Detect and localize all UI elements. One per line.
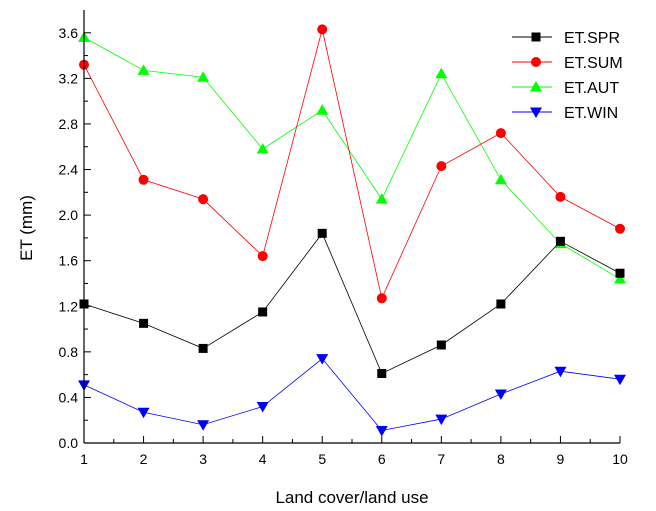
legend-marker xyxy=(531,57,541,67)
x-tick-label: 5 xyxy=(318,451,326,467)
y-tick-label: 0.8 xyxy=(59,344,79,360)
y-tick-label: 2.8 xyxy=(59,116,79,132)
data-point xyxy=(555,236,565,246)
data-point xyxy=(494,173,507,185)
axis-layer: 1 2 3 4 5 6 7 8 9 10 0.0 0.4 0.8 1.2 1.6 2.0 2.4 2.8 3.2 3.… xyxy=(59,10,628,467)
data-point xyxy=(614,272,626,284)
data-point xyxy=(375,193,388,204)
legend-label: ET.SUM xyxy=(564,55,623,72)
series-et-aut xyxy=(78,31,626,284)
x-tick-label: 7 xyxy=(437,451,445,467)
data-point xyxy=(436,340,446,350)
data-point xyxy=(496,299,506,309)
y-tick-label: 1.6 xyxy=(59,253,79,269)
y-tick-label: 3.2 xyxy=(59,70,79,86)
data-point xyxy=(256,402,269,413)
legend-item: ET.SPR xyxy=(512,30,620,47)
data-point xyxy=(257,251,268,262)
data-point xyxy=(139,318,149,328)
series-line xyxy=(83,29,621,300)
data-point xyxy=(615,268,625,278)
legend-label: ET.AUT xyxy=(564,80,619,97)
data-point xyxy=(554,366,567,378)
data-point xyxy=(137,407,150,419)
data-point xyxy=(138,174,149,185)
series-line xyxy=(83,36,621,280)
x-tick-label: 10 xyxy=(612,451,628,467)
data-point xyxy=(137,64,150,75)
series-line xyxy=(83,232,621,375)
data-point xyxy=(435,67,448,79)
data-point xyxy=(494,389,507,401)
data-point xyxy=(555,191,566,202)
y-tick-label: 2.4 xyxy=(59,162,79,178)
y-tick-label: 3.6 xyxy=(59,25,79,41)
legend-item: ET.WIN xyxy=(512,105,618,122)
legend-marker xyxy=(530,107,542,118)
legend-label: ET.WIN xyxy=(564,105,618,122)
x-tick-label: 8 xyxy=(497,451,505,467)
data-point xyxy=(376,293,387,304)
data-point xyxy=(615,223,625,234)
x-tick-label: 2 xyxy=(140,451,148,467)
data-point xyxy=(198,194,209,205)
data-point xyxy=(375,425,388,437)
y-tick-label: 0.4 xyxy=(59,389,79,405)
x-axis-title: Land cover/land use xyxy=(275,488,428,507)
series-layer xyxy=(78,24,626,437)
series-et-spr xyxy=(79,228,625,378)
data-point xyxy=(316,104,329,115)
data-point xyxy=(495,128,506,139)
legend-item: ET.SUM xyxy=(512,55,623,72)
data-point xyxy=(256,143,269,154)
series-et-win xyxy=(78,354,626,437)
legend-item: ET.AUT xyxy=(512,80,619,97)
data-point xyxy=(197,71,210,82)
data-point xyxy=(198,343,208,353)
legend-marker xyxy=(531,32,541,42)
legend: ET.SPR ET.SUM ET.AUT ET.WIN xyxy=(512,30,623,122)
legend-marker xyxy=(530,81,542,92)
data-point xyxy=(258,307,268,317)
legend-label: ET.SPR xyxy=(564,30,620,47)
x-tick-label: 6 xyxy=(378,451,386,467)
x-tick-label: 1 xyxy=(80,451,88,467)
y-tick-label: 0.0 xyxy=(59,435,79,451)
x-tick-label: 3 xyxy=(199,451,207,467)
data-point xyxy=(614,374,626,386)
y-tick-label: 1.2 xyxy=(59,298,79,314)
series-et-sum xyxy=(79,24,625,304)
data-point xyxy=(377,368,387,378)
data-point xyxy=(435,414,448,426)
y-axis-title: ET (mm) xyxy=(17,195,36,261)
data-point xyxy=(197,420,210,431)
data-point xyxy=(436,161,447,172)
data-point xyxy=(316,354,329,365)
data-point xyxy=(317,24,328,35)
x-tick-label: 9 xyxy=(557,451,565,467)
series-line xyxy=(83,358,621,431)
data-point xyxy=(317,228,327,238)
x-tick-label: 4 xyxy=(259,451,267,467)
y-tick-label: 2.0 xyxy=(59,207,79,223)
